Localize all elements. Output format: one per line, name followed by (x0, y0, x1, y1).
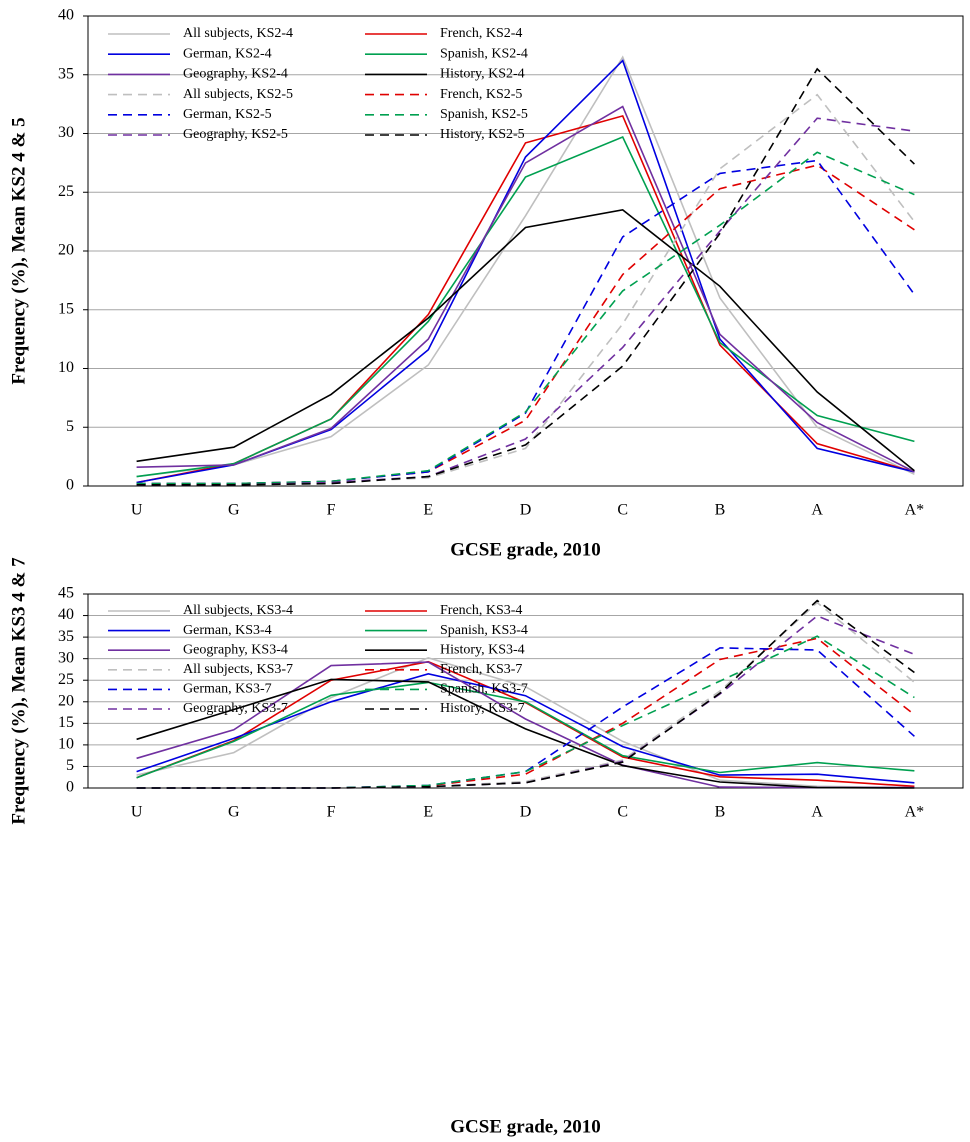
chart: 0 5 10 15 20 25 30 35 40 45 U G F E D C B A A* GCSE grade, … (8, 557, 964, 1137)
series-line (136, 117, 915, 486)
y-tick-label: 0 (66, 477, 74, 494)
legend-label: French, KS2-4 (440, 26, 522, 41)
y-tick-label: 30 (58, 649, 74, 666)
legend-label: Geography, KS3-7 (183, 701, 288, 716)
y-tick-label: 15 (58, 300, 74, 317)
x-tick-label: B (715, 804, 726, 821)
x-tick-label: A (811, 502, 823, 519)
x-tick-label: D (520, 502, 532, 519)
series-line (136, 135, 915, 478)
y-tick-label: 20 (58, 242, 74, 259)
y-axis-title: Frequency (%), Mean KS2 4 & 5 (8, 117, 29, 384)
x-tick-label: U (131, 502, 143, 519)
y-tick-label: 10 (58, 736, 74, 753)
series-line (136, 105, 915, 473)
legend-label: All subjects, KS3-4 (183, 603, 293, 618)
y-axis-title: Frequency (%), Mean KS3 4 & 7 (8, 557, 29, 825)
series-line (136, 164, 915, 485)
x-tick-label: E (423, 502, 433, 519)
legend-label: History, KS3-7 (440, 701, 525, 716)
y-tick-label: 5 (66, 757, 74, 774)
legend-label: Geography, KS3-4 (183, 642, 288, 657)
series-line (136, 59, 915, 484)
legend-label: All subjects, KS2-5 (183, 87, 293, 102)
plot-frame (87, 593, 964, 789)
legend-label: All subjects, KS3-7 (183, 662, 293, 677)
series-line (136, 151, 915, 485)
legend-label: All subjects, KS2-4 (183, 26, 293, 41)
legend-label: Geography, KS2-5 (183, 127, 288, 142)
legend-label: German, KS3-7 (183, 682, 272, 697)
series-line (136, 55, 915, 478)
x-axis-title: GCSE grade, 2010 (450, 539, 600, 560)
x-tick-label: B (715, 502, 726, 519)
legend-label: French, KS3-7 (440, 662, 522, 677)
x-tick-label: F (327, 804, 336, 821)
series-line (136, 678, 915, 789)
y-tick-label: 5 (66, 418, 74, 435)
series-line (136, 67, 915, 486)
y-tick-label: 20 (58, 692, 74, 709)
series-line (136, 661, 915, 789)
series-line (136, 637, 915, 789)
y-tick-label: 15 (58, 714, 74, 731)
x-tick-label: D (520, 804, 532, 821)
legend-label: Geography, KS2-4 (183, 67, 288, 82)
y-tick-label: 10 (58, 359, 74, 376)
legend-label: Spanish, KS3-4 (440, 623, 528, 638)
chart: 0 5 10 15 20 25 30 35 40 U G F E D C B A A* GCSE grade, 20… (8, 7, 964, 560)
y-tick-label: 0 (66, 779, 74, 796)
legend-label: History, KS2-5 (440, 127, 525, 142)
y-tick-label: 30 (58, 124, 74, 141)
legend-label: German, KS2-5 (183, 107, 272, 122)
x-tick-label: G (228, 804, 240, 821)
x-tick-label: F (327, 502, 336, 519)
legend-label: French, KS2-5 (440, 87, 522, 102)
series-line (136, 159, 916, 485)
y-tick-label: 35 (58, 65, 74, 82)
x-axis-title: GCSE grade, 2010 (450, 1116, 600, 1137)
legend-label: History, KS3-4 (440, 642, 525, 657)
series-line (136, 656, 915, 789)
legend-label: German, KS3-4 (183, 623, 272, 638)
x-tick-label: A (811, 804, 823, 821)
series-line (136, 599, 915, 789)
y-tick-label: 25 (58, 183, 74, 200)
legend-label: French, KS3-4 (440, 603, 522, 618)
x-tick-label: E (423, 804, 433, 821)
legend-label: Spanish, KS2-5 (440, 107, 528, 122)
plot-frame (87, 15, 964, 487)
x-tick-label: A* (905, 502, 925, 519)
legend-label: Spanish, KS3-7 (440, 682, 528, 697)
series-line (136, 635, 915, 789)
legend-label: History, KS2-4 (440, 67, 525, 82)
series-line (136, 681, 915, 779)
series-line (136, 209, 915, 472)
y-tick-label: 25 (58, 671, 74, 688)
legend-label: German, KS2-4 (183, 46, 272, 61)
y-tick-label: 35 (58, 628, 74, 645)
y-tick-label: 40 (58, 606, 74, 623)
x-tick-label: G (228, 502, 240, 519)
y-tick-label: 40 (58, 7, 74, 24)
x-tick-label: A* (905, 804, 925, 821)
series-line (136, 93, 916, 486)
y-tick-label: 45 (58, 585, 74, 602)
x-tick-label: C (617, 502, 628, 519)
x-tick-label: U (131, 804, 143, 821)
legend-label: Spanish, KS2-4 (440, 46, 528, 61)
x-tick-label: C (617, 804, 628, 821)
